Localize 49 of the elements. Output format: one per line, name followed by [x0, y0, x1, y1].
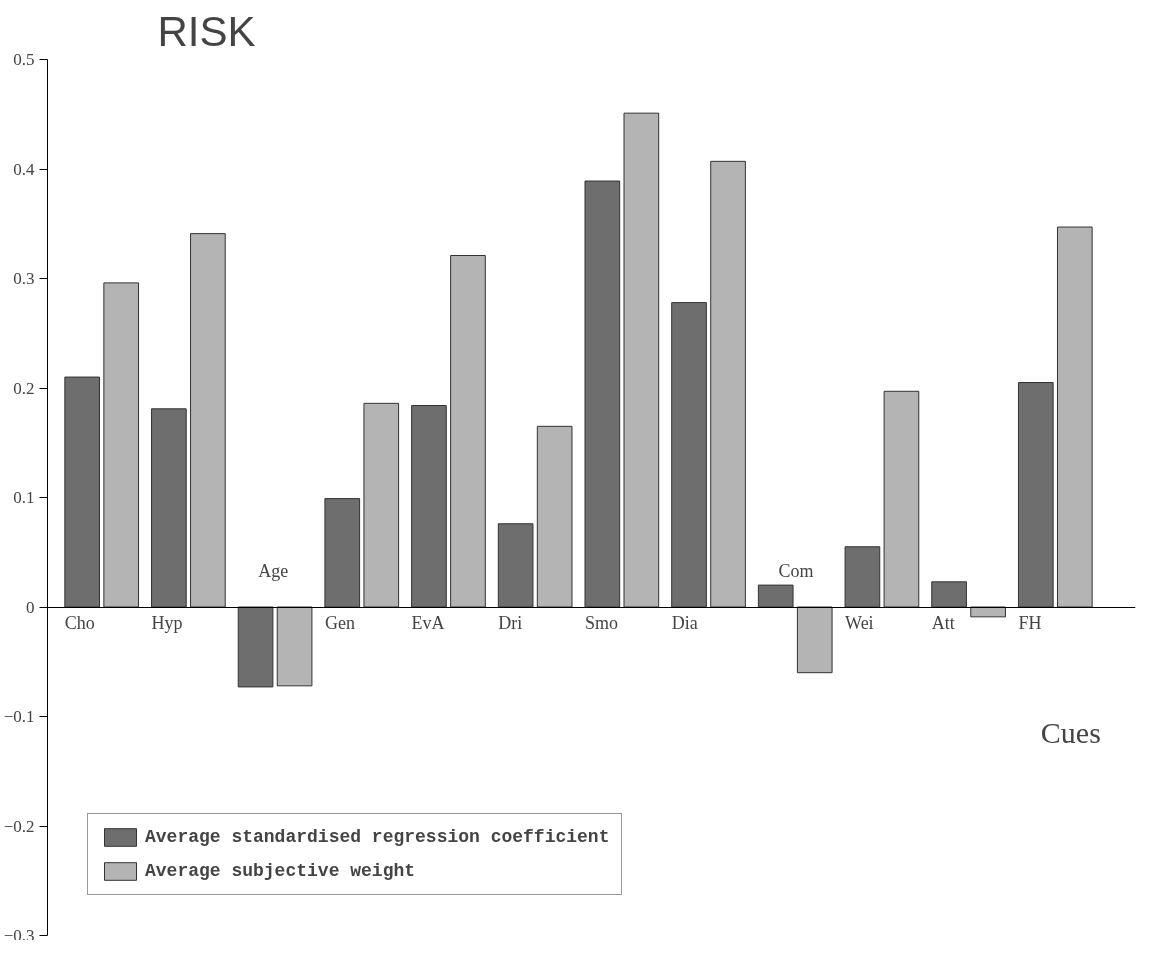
bar	[671, 302, 707, 608]
x-axis-title: Cues	[1040, 716, 1101, 750]
bar	[883, 390, 920, 608]
y-tick-label: 0.5	[13, 50, 35, 69]
bar	[450, 255, 486, 608]
bar	[844, 546, 881, 608]
bar	[276, 606, 313, 687]
x-tick-label: Dri	[498, 613, 523, 633]
x-tick-label: Dia	[671, 613, 698, 633]
bar	[536, 425, 573, 608]
x-tick-label: Wei	[845, 613, 874, 633]
x-tick-label: Hyp	[151, 613, 183, 633]
x-tick-label: FH	[1018, 613, 1042, 633]
bar	[103, 282, 140, 608]
x-tick-label: Age	[258, 561, 289, 581]
y-tick-label: 0.3	[13, 269, 35, 288]
bar	[931, 581, 967, 608]
bar	[363, 402, 400, 608]
y-tick-label: 0.4	[13, 159, 35, 179]
bar	[497, 523, 534, 608]
x-tick-label: Smo	[585, 613, 619, 633]
bar	[623, 112, 660, 608]
y-tick-label: −0.3	[3, 925, 35, 945]
bar	[757, 584, 794, 608]
bar	[710, 160, 746, 608]
bar	[151, 408, 187, 608]
bar	[237, 606, 274, 688]
legend-label: Average standardised regression coefficient	[145, 827, 610, 847]
x-tick-label: EvA	[411, 613, 445, 633]
x-tick-label: Cho	[64, 613, 95, 633]
bar	[1056, 226, 1093, 608]
legend-label: Average subjective weight	[145, 861, 416, 881]
x-tick-label: Att	[931, 613, 955, 633]
bar	[411, 405, 447, 608]
y-tick-label: −0.2	[3, 816, 35, 836]
chart-title: RISK	[157, 7, 256, 55]
bar	[584, 180, 621, 608]
bar	[324, 498, 361, 608]
y-tick-label: 0.1	[13, 488, 35, 507]
y-tick-label: 0	[26, 597, 35, 617]
bar	[796, 606, 833, 674]
x-tick-label: Gen	[324, 613, 355, 633]
bar	[64, 376, 101, 608]
bar	[190, 233, 226, 608]
bar	[1017, 382, 1054, 608]
x-tick-label: Com	[778, 561, 814, 581]
y-tick-label: 0.2	[13, 378, 35, 398]
y-tick-label: −0.1	[3, 707, 35, 726]
bar	[970, 606, 1006, 618]
